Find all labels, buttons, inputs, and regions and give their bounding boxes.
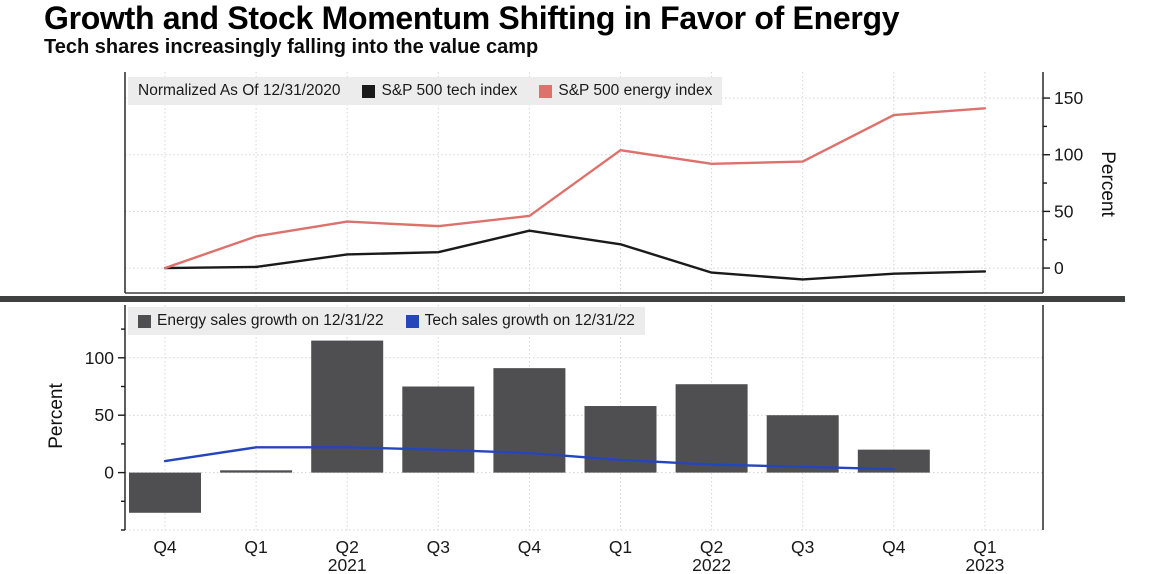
energy-sales-bar — [402, 386, 475, 473]
energy-sales-bar — [584, 406, 657, 473]
tech-sales-label: Tech sales growth on 12/31/22 — [424, 312, 635, 329]
tech-index-swatch — [362, 84, 376, 98]
legend-item-energy-index: S&P 500 energy index — [539, 82, 712, 100]
energy-sales-bar — [129, 472, 201, 513]
y-tick-label: 0 — [104, 463, 114, 483]
energy-sales-swatch — [138, 314, 151, 328]
energy-index-swatch — [539, 84, 553, 98]
energy-sales-bar — [675, 384, 748, 473]
year-label: 2022 — [692, 555, 731, 574]
legend-item-tech-index: S&P 500 tech index — [362, 82, 517, 100]
energy-index-label: S&P 500 energy index — [558, 82, 713, 99]
s-p-500-energy-index-line — [163, 107, 987, 270]
y-tick-label: 50 — [1054, 201, 1074, 221]
bottom-chart-legend: Energy sales growth on 12/31/22 Tech sal… — [128, 307, 645, 335]
panel-divider — [0, 296, 1125, 302]
top-chart-legend: Normalized As Of 12/31/2020 S&P 500 tech… — [128, 77, 723, 105]
tech-sales-growth-on-12-31-22-line — [163, 446, 895, 471]
energy-sales-label: Energy sales growth on 12/31/22 — [157, 312, 384, 329]
energy-sales-bar — [857, 449, 930, 473]
energy-sales-bar — [311, 340, 384, 473]
x-axis-label: Q1 — [244, 537, 267, 557]
energy-sales-bar — [766, 415, 839, 473]
y-tick-label: 150 — [1054, 88, 1083, 108]
normalization-note: Normalized As Of 12/31/2020 — [138, 82, 341, 99]
page-title: Growth and Stock Momentum Shifting in Fa… — [44, 0, 900, 36]
legend-item-energy-sales: Energy sales growth on 12/31/22 — [138, 312, 384, 330]
year-label: 2023 — [965, 555, 1004, 574]
y-tick-label: 50 — [95, 405, 115, 425]
s-p-500-tech-index-line — [163, 229, 987, 281]
energy-sales-bar — [493, 368, 566, 473]
y-tick-label: 100 — [1054, 145, 1083, 165]
x-axis-label: Q2 — [700, 537, 723, 557]
tech-index-label: S&P 500 tech index — [381, 82, 518, 99]
page-subtitle: Tech shares increasingly falling into th… — [44, 36, 539, 58]
x-axis-label: Q1 — [609, 537, 632, 557]
x-axis-label: Q3 — [427, 537, 450, 557]
energy-sales-bar — [220, 470, 293, 473]
legend-item-tech-sales: Tech sales growth on 12/31/22 — [405, 312, 635, 330]
year-label: 2021 — [328, 555, 367, 574]
bottom-chart-y-axis-title: Percent — [46, 383, 67, 449]
x-axis-label: Q3 — [791, 537, 814, 557]
x-axis-label: Q4 — [153, 537, 177, 557]
x-axis-label: Q4 — [518, 537, 542, 557]
y-tick-label: 0 — [1054, 258, 1064, 278]
tech-sales-swatch — [405, 314, 419, 328]
top-chart-y-axis-title: Percent — [1097, 151, 1118, 217]
x-axis-label: Q2 — [336, 537, 359, 557]
x-axis-label: Q1 — [973, 537, 996, 557]
x-axis-label: Q4 — [882, 537, 906, 557]
y-tick-label: 100 — [85, 348, 114, 368]
